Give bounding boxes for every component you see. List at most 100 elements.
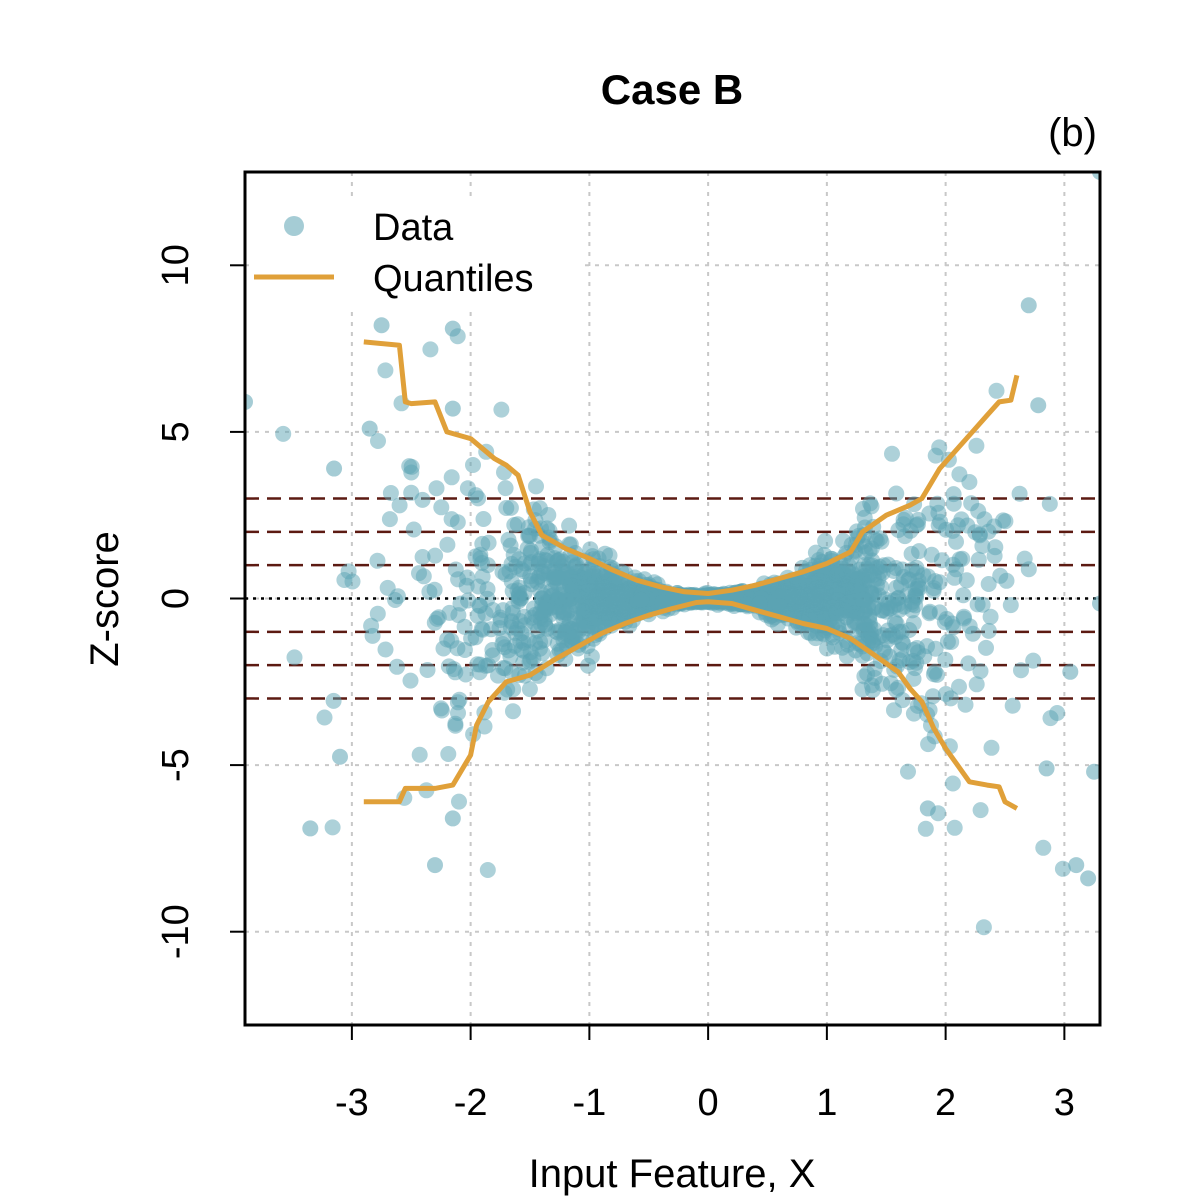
data-point xyxy=(945,486,962,503)
data-point xyxy=(900,572,917,588)
data-point xyxy=(884,445,900,462)
data-point xyxy=(951,466,968,483)
data-point xyxy=(497,480,514,497)
x-axis-label: Input Feature, X xyxy=(529,1152,816,1196)
data-point xyxy=(937,651,954,668)
data-point xyxy=(475,511,492,527)
legend-background xyxy=(250,196,580,308)
data-point xyxy=(784,588,801,605)
data-point-outlier xyxy=(1068,857,1085,874)
data-point xyxy=(316,709,333,726)
data-point xyxy=(403,458,420,475)
data-point xyxy=(548,570,565,586)
data-point xyxy=(389,658,405,675)
data-point xyxy=(986,547,1003,564)
data-point xyxy=(370,433,386,449)
data-point xyxy=(974,596,991,613)
data-point xyxy=(443,632,460,649)
data-point xyxy=(504,604,521,621)
data-point xyxy=(402,672,419,689)
data-point xyxy=(505,681,522,698)
y-axis-label: Z-score xyxy=(83,531,127,667)
data-point xyxy=(617,582,634,599)
data-point xyxy=(479,581,496,598)
data-point xyxy=(477,657,494,674)
data-point xyxy=(426,614,443,631)
data-point xyxy=(1041,495,1058,512)
chart-title: Case B xyxy=(601,66,743,113)
data-point xyxy=(377,362,394,379)
data-point xyxy=(800,624,817,641)
legend-data-label: Data xyxy=(373,207,454,249)
data-point xyxy=(946,819,963,836)
x-axis: -3 -2 -1 0 1 2 3 xyxy=(335,1025,1075,1124)
data-point xyxy=(550,552,567,569)
data-point xyxy=(980,622,997,639)
data-point-outlier xyxy=(1080,870,1097,887)
data-point xyxy=(1049,705,1066,721)
data-point xyxy=(923,546,940,563)
data-point xyxy=(910,511,927,528)
data-point xyxy=(325,692,342,709)
data-point xyxy=(389,588,406,605)
data-point xyxy=(1016,550,1033,567)
data-point xyxy=(893,623,910,640)
data-point xyxy=(449,694,466,711)
data-point xyxy=(888,485,905,502)
data-point xyxy=(576,618,593,635)
data-point-outlier xyxy=(1092,595,1100,612)
data-point xyxy=(492,609,509,626)
data-point xyxy=(369,552,386,569)
data-point xyxy=(465,457,481,473)
data-point xyxy=(532,604,549,621)
x-tick-label: 2 xyxy=(935,1082,956,1124)
data-point xyxy=(450,571,467,588)
data-point xyxy=(549,624,566,641)
data-point xyxy=(493,401,510,418)
data-point xyxy=(751,595,768,612)
data-point-outlier xyxy=(444,320,461,337)
data-point xyxy=(854,681,871,698)
data-point xyxy=(474,535,491,552)
data-point xyxy=(391,497,408,514)
data-point xyxy=(601,547,618,564)
data-point xyxy=(540,507,557,523)
data-point xyxy=(784,574,801,591)
data-point xyxy=(501,563,518,580)
data-point-outlier xyxy=(373,317,390,334)
data-point xyxy=(927,447,944,464)
quantile-line-lower xyxy=(363,599,1019,811)
data-point xyxy=(958,572,975,589)
data-point xyxy=(860,597,877,614)
data-point xyxy=(810,584,827,601)
data-point-outlier xyxy=(245,393,253,410)
data-point-outlier xyxy=(361,420,378,437)
data-point xyxy=(957,696,974,713)
y-tick-label: 10 xyxy=(155,244,197,286)
data-point xyxy=(528,478,544,495)
x-tick-label: 1 xyxy=(816,1082,837,1124)
data-point xyxy=(938,610,955,627)
data-point xyxy=(363,617,380,634)
data-point xyxy=(988,382,1005,399)
data-point xyxy=(953,511,970,528)
data-point xyxy=(963,495,980,512)
data-point xyxy=(550,591,567,608)
data-point-outlier xyxy=(1062,663,1079,680)
data-point xyxy=(344,573,361,590)
data-point xyxy=(904,602,921,619)
data-point-outlier xyxy=(1038,760,1055,777)
data-point xyxy=(946,569,963,586)
data-point xyxy=(948,533,964,550)
data-point xyxy=(447,715,464,732)
data-point xyxy=(414,491,431,508)
data-point xyxy=(970,551,987,568)
data-point xyxy=(856,538,873,555)
data-point xyxy=(911,543,927,560)
data-point xyxy=(1025,652,1042,669)
data-point xyxy=(868,577,885,594)
data-point xyxy=(534,572,551,589)
data-point xyxy=(411,746,428,763)
data-point xyxy=(968,437,985,454)
data-point xyxy=(517,617,533,634)
